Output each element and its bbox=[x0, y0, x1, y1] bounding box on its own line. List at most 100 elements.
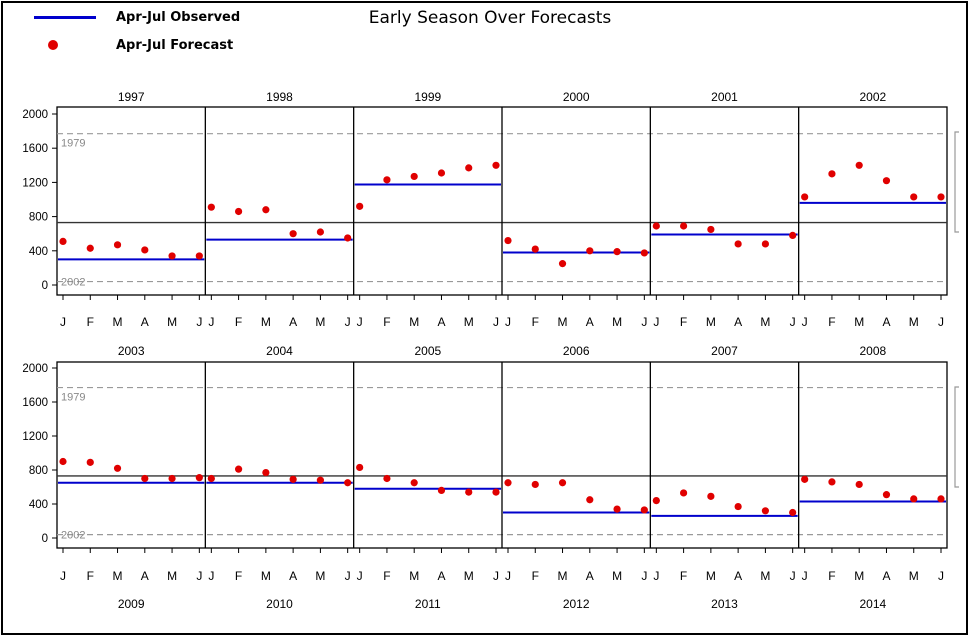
forecast-point bbox=[141, 246, 149, 254]
forecast-point bbox=[465, 164, 473, 172]
right-bracket bbox=[954, 386, 959, 488]
month-tick-label: M bbox=[909, 315, 919, 329]
month-tick-label: M bbox=[612, 569, 622, 583]
forecast-point bbox=[828, 170, 836, 178]
forecast-point bbox=[113, 464, 122, 472]
month-tick-label: A bbox=[289, 569, 297, 583]
month-tick-label: J bbox=[196, 315, 202, 329]
max-reference-label: 1979 bbox=[61, 392, 85, 404]
forecast-point bbox=[195, 252, 203, 260]
month-tick-label: F bbox=[680, 569, 687, 583]
forecast-point bbox=[707, 492, 715, 500]
month-tick-label: M bbox=[261, 569, 271, 583]
forecast-point bbox=[289, 230, 297, 238]
panel-year-label: 2003 bbox=[118, 344, 145, 358]
forecast-point bbox=[410, 479, 418, 487]
month-tick-label: A bbox=[437, 315, 445, 329]
legend-forecast-dot bbox=[48, 40, 58, 50]
forecast-point bbox=[613, 505, 621, 513]
forecast-point bbox=[789, 231, 797, 240]
panel-bottom-year-label: 2010 bbox=[266, 597, 293, 611]
month-tick-label: M bbox=[760, 315, 770, 329]
month-tick-label: J bbox=[208, 315, 214, 329]
forecast-point bbox=[437, 169, 446, 177]
y-tick-label: 0 bbox=[42, 533, 48, 545]
month-tick-label: F bbox=[828, 569, 835, 583]
month-tick-label: J bbox=[653, 569, 659, 583]
month-tick-label: A bbox=[734, 315, 742, 329]
y-tick-label: 1600 bbox=[22, 397, 48, 409]
month-tick-label: J bbox=[60, 569, 66, 583]
panel-year-label: 2008 bbox=[859, 344, 886, 358]
forecast-point bbox=[586, 247, 594, 255]
month-tick-label: M bbox=[167, 569, 177, 583]
forecast-point bbox=[801, 193, 809, 201]
forecast-point bbox=[652, 497, 660, 505]
month-tick-label: M bbox=[113, 315, 123, 329]
panel-year-label: 2000 bbox=[563, 90, 590, 104]
month-tick-label: J bbox=[505, 569, 511, 583]
forecast-point bbox=[492, 488, 500, 496]
forecast-point bbox=[141, 474, 149, 483]
month-tick-label: M bbox=[167, 315, 177, 329]
forecast-point bbox=[613, 248, 621, 256]
forecast-point bbox=[235, 207, 243, 216]
panel-year-label: 2004 bbox=[266, 344, 293, 358]
month-tick-label: A bbox=[437, 569, 445, 583]
forecast-point bbox=[855, 161, 863, 169]
forecast-point bbox=[937, 193, 945, 201]
y-tick-label: 800 bbox=[29, 212, 48, 224]
month-tick-label: M bbox=[464, 315, 474, 329]
month-tick-label: M bbox=[409, 569, 419, 583]
forecast-point bbox=[492, 161, 500, 169]
month-tick-label: A bbox=[141, 315, 149, 329]
month-tick-label: J bbox=[493, 569, 499, 583]
y-tick-label: 800 bbox=[29, 465, 48, 477]
month-tick-label: M bbox=[113, 569, 123, 583]
month-tick-label: J bbox=[641, 315, 647, 329]
forecast-point bbox=[855, 480, 863, 489]
forecast-point bbox=[558, 260, 567, 268]
panel-bottom-year-label: 2011 bbox=[415, 597, 441, 611]
month-tick-label: J bbox=[345, 569, 351, 583]
forecast-point bbox=[262, 468, 270, 477]
forecast-point bbox=[59, 237, 67, 245]
month-tick-label: J bbox=[653, 315, 659, 329]
month-tick-label: J bbox=[938, 315, 944, 329]
legend-forecast-label: Apr-Jul Forecast bbox=[116, 38, 234, 53]
month-tick-label: J bbox=[790, 315, 796, 329]
month-tick-label: F bbox=[235, 569, 242, 583]
forecast-point bbox=[531, 480, 539, 489]
y-tick-label: 400 bbox=[29, 246, 48, 258]
month-tick-label: J bbox=[802, 569, 808, 583]
forecast-point bbox=[504, 236, 512, 245]
forecast-point bbox=[289, 475, 297, 483]
y-tick-label: 1200 bbox=[22, 431, 48, 443]
forecast-point bbox=[86, 244, 94, 252]
month-tick-label: F bbox=[828, 315, 835, 329]
panel-year-label: 2001 bbox=[711, 90, 738, 104]
forecast-point bbox=[344, 234, 352, 242]
forecast-point bbox=[801, 475, 809, 483]
forecast-point bbox=[761, 507, 770, 515]
month-tick-label: J bbox=[505, 315, 511, 329]
forecast-point bbox=[344, 479, 352, 487]
forecast-point bbox=[680, 222, 688, 230]
forecast-point bbox=[586, 496, 594, 504]
month-tick-label: J bbox=[357, 569, 363, 583]
forecast-point bbox=[465, 488, 473, 496]
month-tick-label: J bbox=[802, 315, 808, 329]
month-tick-label: J bbox=[60, 315, 66, 329]
month-tick-label: F bbox=[532, 569, 539, 583]
legend-observed-line bbox=[34, 16, 96, 19]
month-tick-label: J bbox=[357, 315, 363, 329]
forecast-point bbox=[882, 491, 891, 499]
forecast-point bbox=[207, 474, 215, 483]
forecast-point bbox=[410, 172, 418, 181]
forecast-point bbox=[937, 495, 945, 503]
forecast-point bbox=[59, 457, 67, 466]
forecast-point bbox=[734, 240, 742, 248]
y-tick-label: 1600 bbox=[22, 143, 48, 155]
y-tick-label: 2000 bbox=[22, 363, 48, 375]
month-tick-label: F bbox=[235, 315, 242, 329]
